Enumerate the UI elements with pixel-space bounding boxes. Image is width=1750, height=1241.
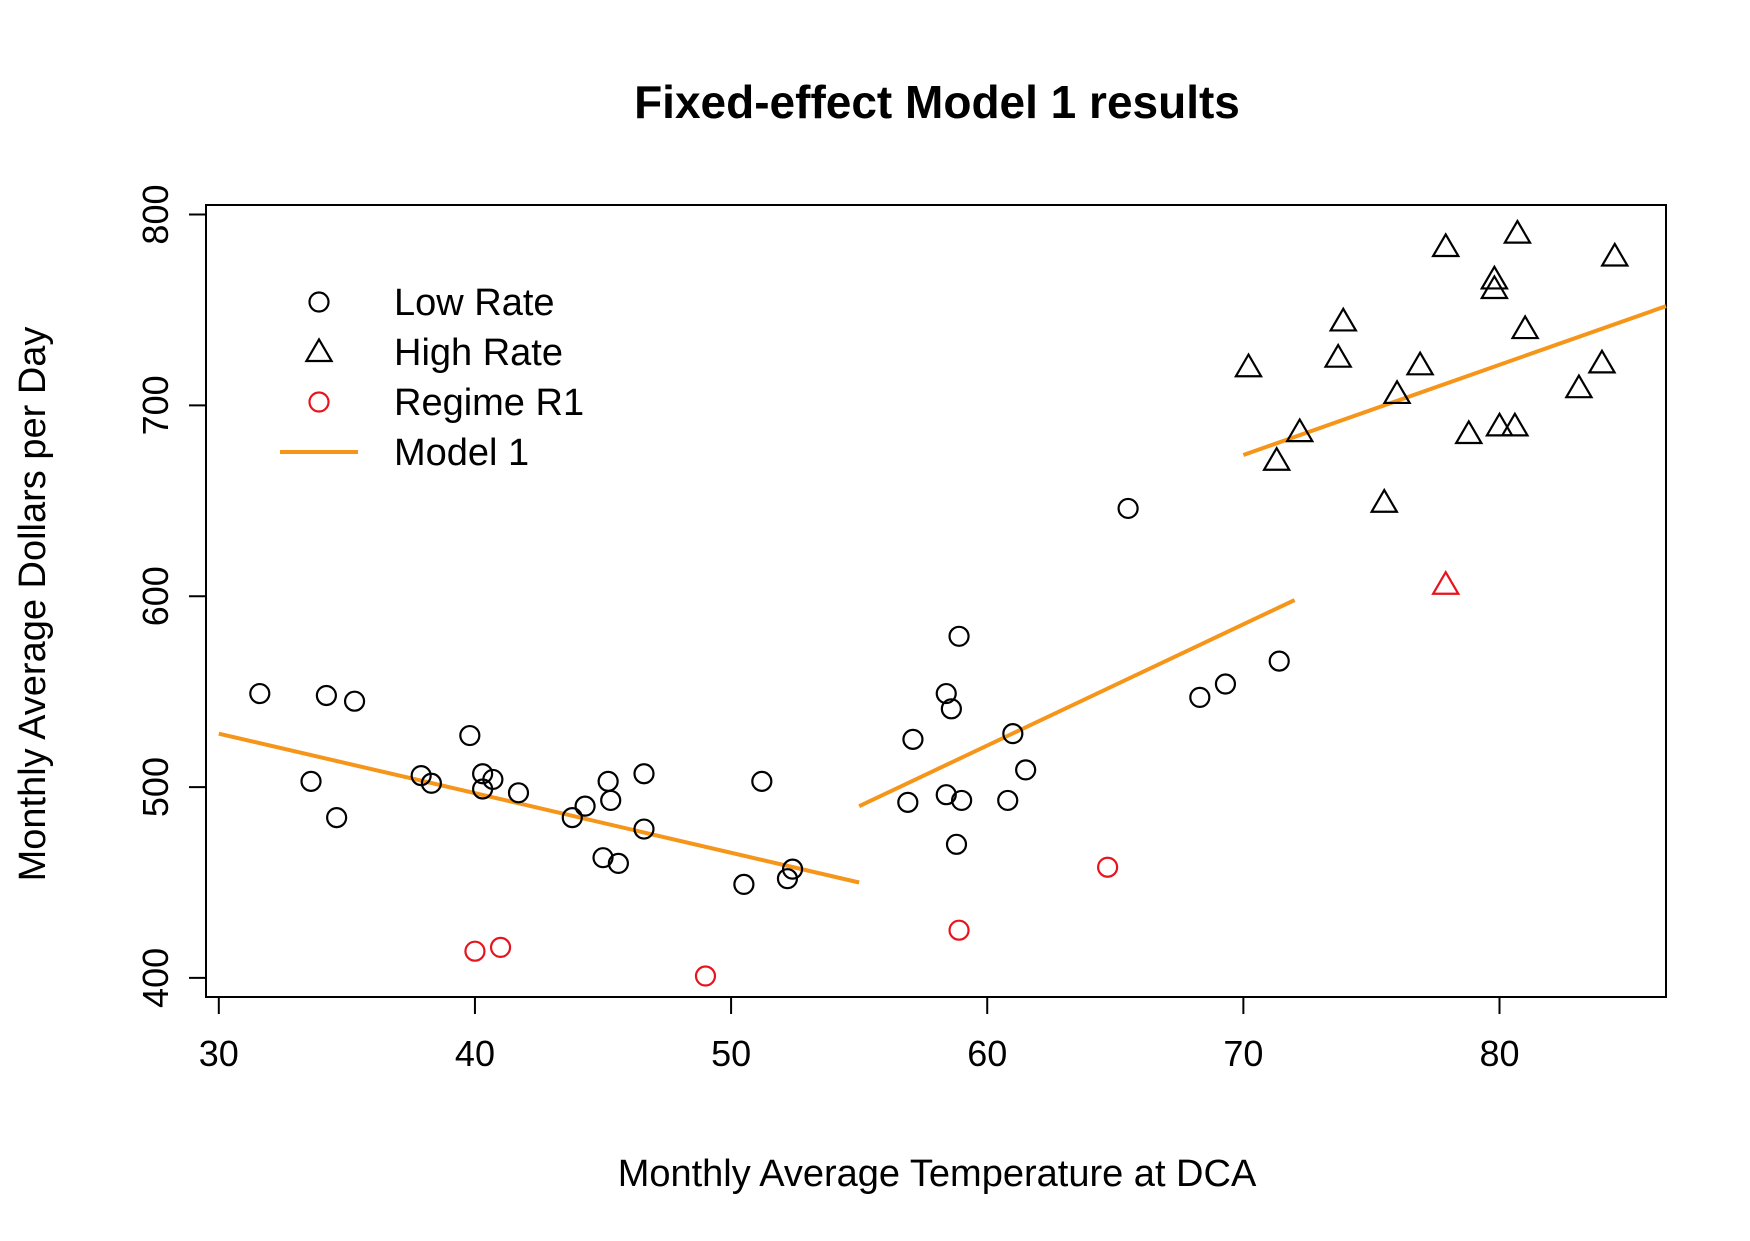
high-rate-point: [1233, 352, 1264, 378]
low-rate-point: [945, 833, 968, 855]
low-rate-point: [315, 684, 337, 707]
regime-r1-point: [948, 919, 970, 941]
high-rate-point: [1484, 411, 1515, 437]
low-rate-point: [733, 873, 755, 896]
x-tick-label: 70: [1223, 1033, 1263, 1074]
high-rate-point: [1323, 342, 1353, 368]
y-axis: 400 500 600 700 800: [135, 185, 207, 1008]
low-rate-point: [902, 728, 924, 750]
high-rate-point: [1479, 274, 1509, 300]
low-rate-point: [600, 789, 622, 812]
high-rate-point: [1479, 264, 1509, 290]
low-rate-point: [343, 690, 366, 712]
high-rate-point: [1262, 445, 1292, 471]
regime-r1-point: [694, 965, 717, 987]
y-tick-label: 500: [135, 757, 176, 817]
x-axis: 30 40 50 60 70 80: [199, 996, 1520, 1074]
chart-title: Fixed-effect Model 1 results: [634, 76, 1240, 128]
legend-label: Regime R1: [394, 382, 584, 424]
legend-label: Low Rate: [394, 282, 555, 324]
low-rate-point: [459, 724, 481, 747]
high-rate-point: [1587, 348, 1617, 374]
model-lines: [218, 304, 1667, 885]
x-tick-label: 50: [711, 1033, 751, 1074]
legend-triangle-swatch: [304, 337, 334, 363]
x-tick-label: 80: [1479, 1033, 1519, 1074]
low-rate-point: [633, 763, 655, 785]
high-rate-point: [1328, 306, 1358, 332]
low-rate-point: [607, 852, 629, 875]
model-line: [858, 598, 1296, 808]
legend-circle-swatch: [308, 391, 330, 413]
high-rate-point: [1564, 373, 1594, 399]
low-rate-point: [935, 784, 957, 806]
y-tick-label: 600: [135, 566, 176, 626]
low-rate-point: [592, 847, 614, 869]
low-rate-point: [249, 682, 271, 705]
legend-label: High Rate: [394, 332, 563, 374]
low-rate-point: [935, 682, 957, 705]
high-rate-point: [1382, 379, 1412, 405]
regime-r1-point: [1097, 856, 1119, 878]
low-rate-point: [781, 858, 804, 880]
high-rate-point: [1500, 411, 1530, 437]
high-rate-point: [1285, 417, 1315, 443]
x-tick-label: 60: [967, 1033, 1007, 1074]
regime-r1-point: [489, 936, 512, 958]
low-rate-point: [1189, 686, 1211, 708]
data-points: [249, 218, 1630, 987]
low-rate-point: [420, 772, 443, 794]
low-rate-point: [574, 795, 596, 817]
low-rate-point: [940, 698, 962, 720]
model-line: [1242, 304, 1667, 457]
high-rate-point: [1369, 487, 1399, 513]
low-rate-point: [751, 770, 773, 792]
low-rate-point: [1002, 723, 1024, 745]
y-tick-label: 400: [135, 948, 176, 1008]
high-rate-point: [1454, 419, 1484, 445]
legend: Low Rate High Rate Regime R1 Model 1: [280, 282, 584, 474]
low-rate-point: [1214, 673, 1237, 695]
legend-label: Model 1: [394, 432, 529, 474]
y-tick-label: 800: [135, 185, 176, 245]
low-rate-point: [1015, 759, 1037, 781]
low-rate-point: [472, 763, 494, 785]
x-tick-label: 40: [455, 1033, 495, 1074]
high-rate-point: [1405, 350, 1435, 376]
high-rate-point: [1600, 241, 1630, 267]
low-rate-point: [561, 807, 583, 829]
x-axis-label: Monthly Average Temperature at DCA: [618, 1153, 1257, 1195]
high-rate-point: [1510, 314, 1540, 340]
regime-r1-point: [464, 940, 486, 962]
low-rate-point: [300, 770, 322, 792]
regime-r1-point: [1431, 569, 1461, 595]
low-rate-point: [897, 791, 919, 813]
low-rate-point: [1117, 497, 1139, 520]
x-tick-label: 30: [199, 1033, 239, 1074]
low-rate-point: [482, 768, 504, 791]
low-rate-point: [326, 807, 348, 829]
low-rate-point: [633, 818, 655, 840]
low-rate-point: [951, 789, 973, 812]
low-rate-point: [948, 625, 970, 647]
model-line: [218, 731, 860, 885]
y-axis-label: Monthly Average Dollars per Day: [12, 327, 54, 882]
low-rate-point: [997, 789, 1019, 812]
legend-circle-swatch: [308, 291, 330, 313]
low-rate-point: [1268, 650, 1290, 672]
high-rate-point: [1431, 232, 1461, 258]
y-tick-label: 700: [135, 375, 176, 435]
high-rate-point: [1502, 218, 1532, 244]
low-rate-point: [507, 782, 530, 804]
